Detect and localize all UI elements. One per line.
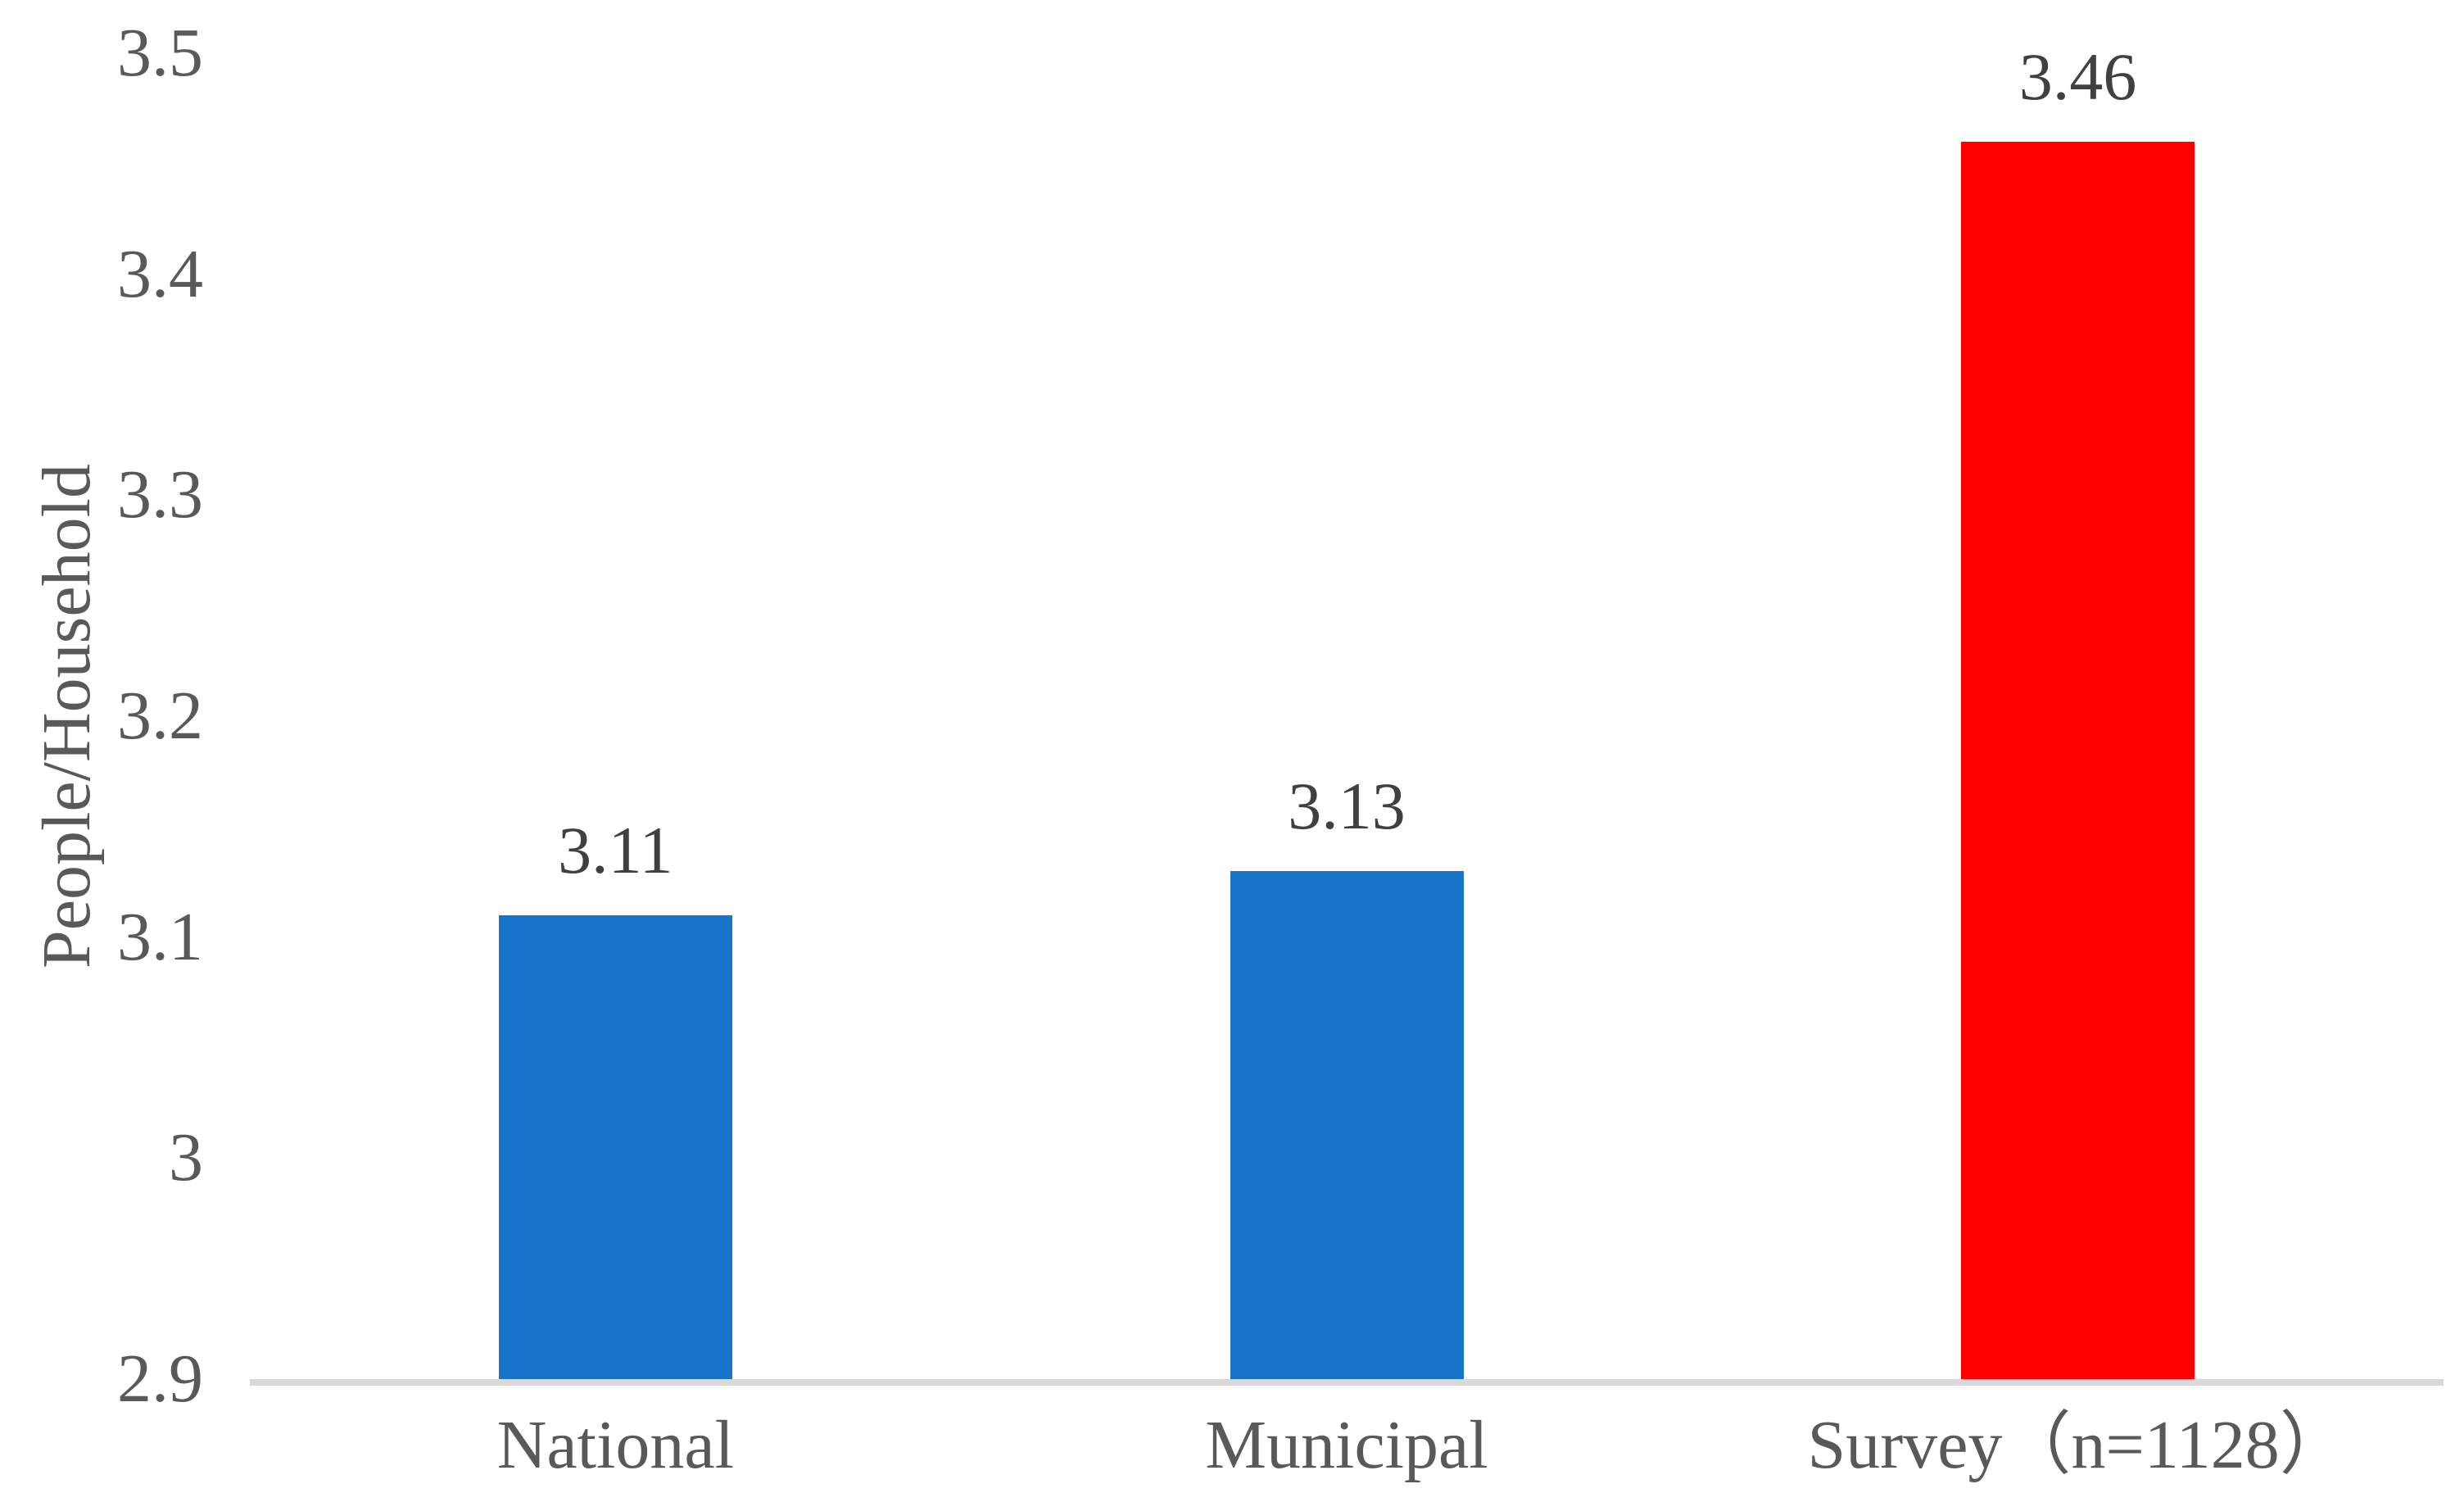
y-tick-label-3-5: 3.5 [117,15,203,91]
data-label-municipal: 3.13 [1288,768,1406,843]
bar-national [498,914,732,1379]
data-label-national: 3.11 [558,812,673,887]
y-tick-label-3-3: 3.3 [117,456,203,533]
y-tick-label-3-1: 3.1 [117,898,203,975]
y-tick-label-3: 3 [169,1119,203,1196]
y-tick-label-3-4: 3.4 [117,235,203,312]
plot-area: 3.11 3.13 3.46 [250,43,2444,1386]
y-tick-label-3-2: 3.2 [117,678,203,754]
bar-survey-n-1128 [1961,141,2195,1379]
category-label-national: National [496,1407,734,1483]
category-label-survey-n-1128: Survey（n=1128） [1807,1407,2348,1483]
bar-municipal [1230,870,1464,1379]
data-label-survey-n-1128: 3.46 [2018,39,2137,114]
category-label-municipal: Municipal [1205,1407,1488,1483]
y-tick-label-2-9: 2.9 [117,1341,203,1417]
